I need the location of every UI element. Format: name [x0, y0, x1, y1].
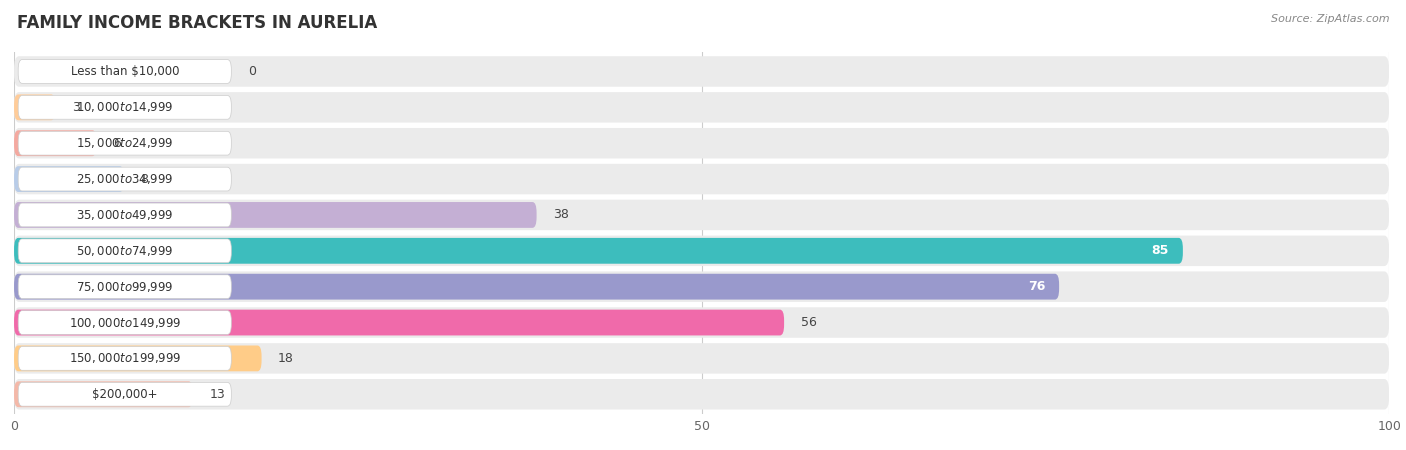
FancyBboxPatch shape [18, 382, 232, 406]
FancyBboxPatch shape [14, 343, 1389, 374]
FancyBboxPatch shape [14, 92, 1389, 122]
FancyBboxPatch shape [14, 238, 1182, 264]
Text: $15,000 to $24,999: $15,000 to $24,999 [76, 136, 173, 150]
FancyBboxPatch shape [14, 130, 97, 156]
Text: 13: 13 [209, 388, 225, 401]
Text: $100,000 to $149,999: $100,000 to $149,999 [69, 315, 181, 329]
FancyBboxPatch shape [14, 166, 124, 192]
FancyBboxPatch shape [14, 379, 1389, 410]
FancyBboxPatch shape [14, 94, 55, 120]
Text: $10,000 to $14,999: $10,000 to $14,999 [76, 100, 173, 114]
FancyBboxPatch shape [14, 274, 1059, 300]
FancyBboxPatch shape [14, 56, 1389, 87]
Text: 3: 3 [72, 101, 80, 114]
Text: 85: 85 [1152, 244, 1170, 257]
Text: $35,000 to $49,999: $35,000 to $49,999 [76, 208, 173, 222]
FancyBboxPatch shape [18, 239, 232, 263]
Text: FAMILY INCOME BRACKETS IN AURELIA: FAMILY INCOME BRACKETS IN AURELIA [17, 14, 377, 32]
FancyBboxPatch shape [18, 59, 232, 83]
FancyBboxPatch shape [18, 167, 232, 191]
Text: 38: 38 [553, 208, 569, 221]
Text: $50,000 to $74,999: $50,000 to $74,999 [76, 244, 173, 258]
FancyBboxPatch shape [14, 271, 1389, 302]
Text: $75,000 to $99,999: $75,000 to $99,999 [76, 279, 173, 294]
FancyBboxPatch shape [18, 346, 232, 370]
FancyBboxPatch shape [18, 203, 232, 227]
FancyBboxPatch shape [18, 310, 232, 334]
Text: 0: 0 [247, 65, 256, 78]
Text: 76: 76 [1028, 280, 1046, 293]
FancyBboxPatch shape [14, 307, 1389, 338]
Text: Less than $10,000: Less than $10,000 [70, 65, 179, 78]
Text: $150,000 to $199,999: $150,000 to $199,999 [69, 351, 181, 365]
FancyBboxPatch shape [14, 310, 785, 335]
FancyBboxPatch shape [18, 95, 232, 119]
FancyBboxPatch shape [14, 200, 1389, 230]
FancyBboxPatch shape [14, 202, 537, 228]
FancyBboxPatch shape [18, 131, 232, 155]
FancyBboxPatch shape [14, 128, 1389, 158]
FancyBboxPatch shape [14, 235, 1389, 266]
Text: 18: 18 [278, 352, 294, 365]
FancyBboxPatch shape [14, 346, 262, 371]
FancyBboxPatch shape [18, 275, 232, 298]
Text: $200,000+: $200,000+ [91, 388, 157, 401]
Text: Source: ZipAtlas.com: Source: ZipAtlas.com [1271, 14, 1389, 23]
FancyBboxPatch shape [14, 381, 193, 407]
Text: 8: 8 [141, 173, 149, 185]
FancyBboxPatch shape [14, 164, 1389, 194]
Text: 6: 6 [112, 137, 121, 150]
Text: 56: 56 [800, 316, 817, 329]
Text: $25,000 to $34,999: $25,000 to $34,999 [76, 172, 173, 186]
